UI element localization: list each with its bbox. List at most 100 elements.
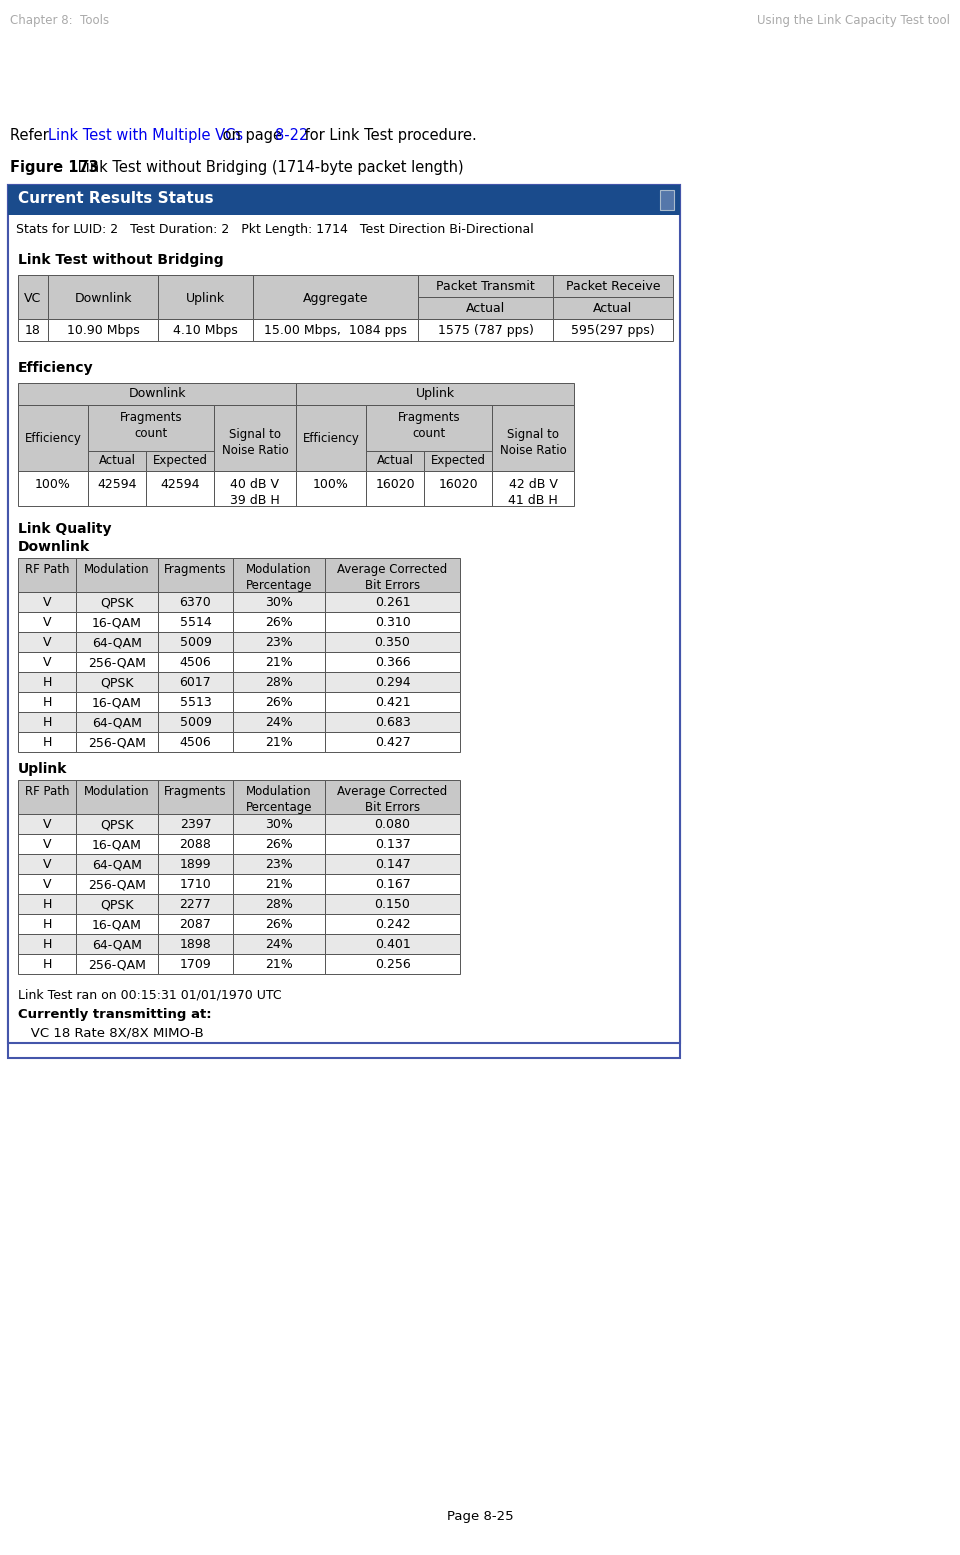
- Bar: [158, 631, 233, 652]
- Text: 26%: 26%: [265, 697, 293, 709]
- Bar: [492, 404, 574, 471]
- Bar: [424, 471, 492, 505]
- Text: V: V: [43, 656, 51, 669]
- Text: 0.167: 0.167: [374, 879, 410, 891]
- Text: Page 8-25: Page 8-25: [446, 1510, 514, 1522]
- Text: 5009: 5009: [180, 715, 211, 729]
- Text: 5513: 5513: [180, 697, 211, 709]
- Text: 0.294: 0.294: [374, 676, 410, 689]
- Bar: [18, 471, 88, 505]
- Bar: [325, 631, 460, 652]
- Bar: [18, 692, 76, 712]
- Bar: [325, 613, 460, 631]
- Bar: [158, 275, 253, 319]
- Text: 0.366: 0.366: [374, 656, 410, 669]
- Bar: [18, 813, 76, 833]
- Text: 42594: 42594: [160, 477, 200, 491]
- Text: 21%: 21%: [265, 879, 293, 891]
- Text: Downlink: Downlink: [18, 540, 90, 554]
- Bar: [18, 894, 76, 914]
- Bar: [366, 451, 424, 471]
- Bar: [18, 652, 76, 672]
- Bar: [158, 894, 233, 914]
- Bar: [18, 319, 48, 341]
- Text: 16020: 16020: [375, 477, 415, 491]
- Bar: [325, 813, 460, 833]
- Text: V: V: [43, 596, 51, 610]
- Bar: [18, 613, 76, 631]
- Bar: [76, 732, 158, 753]
- Bar: [253, 275, 418, 319]
- Bar: [18, 955, 76, 973]
- Bar: [325, 672, 460, 692]
- Text: Modulation
Percentage: Modulation Percentage: [246, 563, 312, 592]
- Bar: [146, 451, 214, 471]
- Text: Efficiency: Efficiency: [302, 432, 359, 445]
- Bar: [233, 613, 325, 631]
- Text: 0.080: 0.080: [374, 818, 411, 830]
- Text: 26%: 26%: [265, 917, 293, 931]
- Bar: [18, 404, 88, 471]
- Text: Fragments: Fragments: [164, 563, 227, 575]
- Bar: [233, 652, 325, 672]
- Bar: [325, 652, 460, 672]
- Bar: [18, 712, 76, 732]
- Text: 4506: 4506: [180, 656, 211, 669]
- Text: Average Corrected
Bit Errors: Average Corrected Bit Errors: [337, 785, 447, 813]
- Bar: [76, 652, 158, 672]
- Text: Packet Receive: Packet Receive: [565, 280, 660, 292]
- Bar: [76, 692, 158, 712]
- Text: VC 18 Rate 8X/8X MIMO-B: VC 18 Rate 8X/8X MIMO-B: [18, 1026, 204, 1039]
- Bar: [214, 471, 296, 505]
- Text: 256-QAM: 256-QAM: [88, 958, 146, 970]
- Text: 42 dB V
41 dB H: 42 dB V 41 dB H: [508, 477, 558, 507]
- Text: H: H: [42, 897, 52, 911]
- Bar: [158, 652, 233, 672]
- Bar: [233, 732, 325, 753]
- Text: 6370: 6370: [180, 596, 211, 610]
- Bar: [76, 712, 158, 732]
- Text: 1710: 1710: [180, 879, 211, 891]
- Bar: [76, 613, 158, 631]
- Bar: [18, 874, 76, 894]
- Text: V: V: [43, 616, 51, 630]
- Bar: [325, 732, 460, 753]
- Text: Packet Transmit: Packet Transmit: [436, 280, 535, 292]
- Text: Signal to
Noise Ratio: Signal to Noise Ratio: [222, 428, 288, 457]
- Text: Using the Link Capacity Test tool: Using the Link Capacity Test tool: [757, 14, 950, 26]
- Text: 30%: 30%: [265, 596, 293, 610]
- Bar: [18, 914, 76, 935]
- Text: Currently transmitting at:: Currently transmitting at:: [18, 1008, 211, 1022]
- Text: V: V: [43, 838, 51, 851]
- Text: 26%: 26%: [265, 838, 293, 851]
- Text: 28%: 28%: [265, 897, 293, 911]
- Text: 8-22: 8-22: [275, 128, 308, 143]
- Text: 0.683: 0.683: [374, 715, 410, 729]
- Text: 4.10 Mbps: 4.10 Mbps: [173, 323, 238, 337]
- Bar: [325, 854, 460, 874]
- Text: 10.90 Mbps: 10.90 Mbps: [66, 323, 139, 337]
- Text: 23%: 23%: [265, 636, 293, 648]
- Text: 1899: 1899: [180, 858, 211, 871]
- Bar: [76, 854, 158, 874]
- Bar: [325, 955, 460, 973]
- Bar: [233, 712, 325, 732]
- Bar: [158, 833, 233, 854]
- Bar: [76, 781, 158, 813]
- Text: Current Results Status: Current Results Status: [18, 191, 214, 205]
- Bar: [325, 781, 460, 813]
- Text: Fragments: Fragments: [164, 785, 227, 798]
- Text: 64-QAM: 64-QAM: [92, 636, 142, 648]
- Text: V: V: [43, 818, 51, 830]
- Bar: [553, 297, 673, 319]
- Text: QPSK: QPSK: [100, 818, 133, 830]
- Bar: [76, 672, 158, 692]
- Bar: [233, 833, 325, 854]
- Text: Modulation
Percentage: Modulation Percentage: [246, 785, 312, 813]
- Bar: [76, 592, 158, 613]
- Text: 0.310: 0.310: [374, 616, 410, 630]
- Bar: [76, 914, 158, 935]
- Bar: [48, 275, 158, 319]
- Text: Figure 173: Figure 173: [10, 160, 99, 176]
- Text: 0.150: 0.150: [374, 897, 411, 911]
